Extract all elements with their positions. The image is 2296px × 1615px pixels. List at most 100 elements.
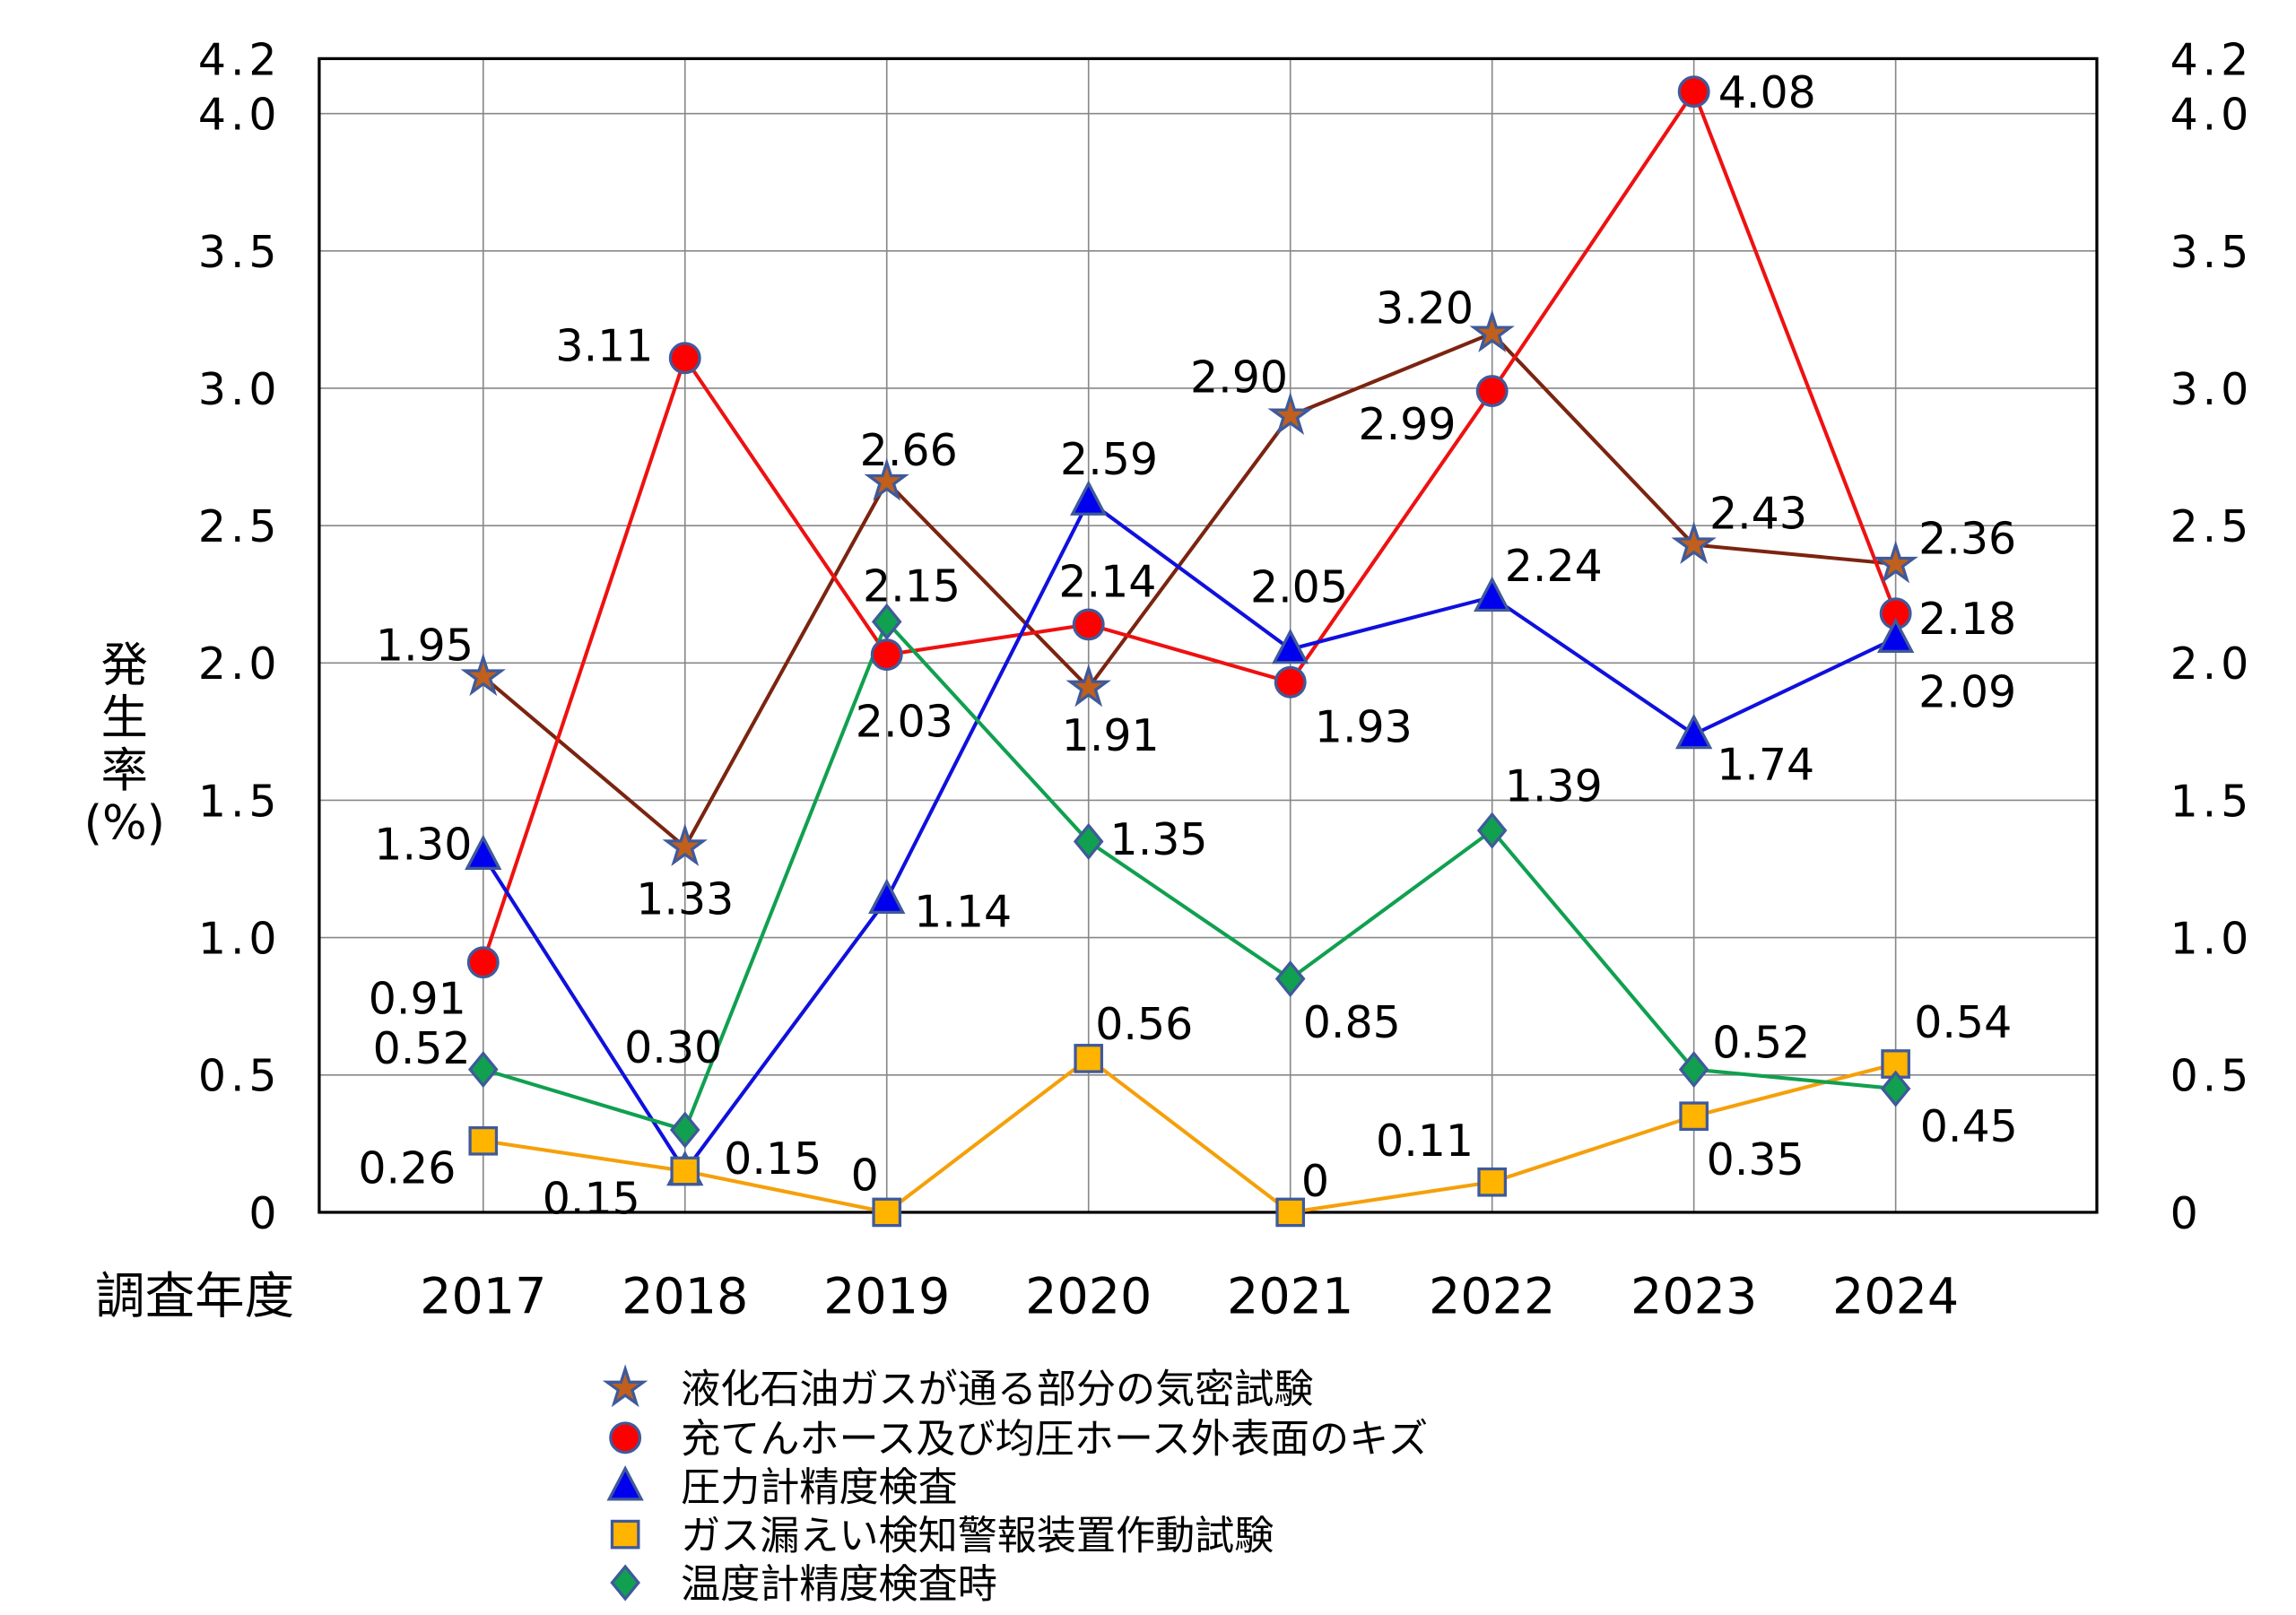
x-tick-label: 2021	[1227, 1268, 1353, 1326]
data-label: 0.30	[624, 1022, 722, 1073]
square-marker	[670, 1156, 700, 1186]
y-axis-label-char: 率	[101, 744, 148, 798]
data-label: 0	[1301, 1156, 1329, 1207]
data-label: 1.14	[914, 887, 1012, 938]
data-label: 1.33	[636, 874, 734, 925]
legend-entry-label: 温度計精度検査時	[681, 1561, 997, 1607]
legend-entry-label: 充てんホース及び均圧ホース外表面のキズ	[681, 1417, 1428, 1463]
data-label: 0.54	[1914, 997, 2012, 1048]
x-tick-label: 2022	[1429, 1268, 1555, 1326]
plot-area-border	[317, 56, 2099, 1214]
data-label: 0.11	[1376, 1116, 1474, 1167]
data-label: 0.15	[724, 1133, 822, 1185]
series-lines	[481, 87, 1898, 1215]
data-label: 2.14	[1058, 556, 1156, 607]
legend-square-icon	[610, 1519, 640, 1550]
data-label: 0.52	[1712, 1018, 1810, 1069]
data-label: 0.35	[1707, 1134, 1805, 1185]
data-label: 2.24	[1505, 541, 1603, 592]
square-marker	[1477, 1167, 1507, 1197]
data-label: 2.99	[1358, 399, 1456, 450]
y-tick-label-left: 3.0	[198, 364, 282, 415]
circle-marker	[668, 342, 701, 375]
y-axis-ticks: 0 0 0.5 0.5 1.0 1.0 1.5 1.5 2.0 2.0 2.5 2.5 3.0 3.0 3.…	[198, 34, 2254, 1239]
data-label: 1.39	[1505, 760, 1603, 812]
square-marker	[1074, 1044, 1104, 1073]
star-marker	[1065, 664, 1111, 708]
y-tick-label-right: 2.0	[2170, 638, 2254, 690]
data-label: 0	[851, 1150, 879, 1201]
circle-marker	[870, 638, 903, 672]
series-line-2	[482, 498, 1897, 1175]
data-label: 1.95	[376, 621, 474, 672]
x-axis-label: 調査年度	[95, 1268, 294, 1326]
diamond-marker	[871, 603, 902, 640]
y-tick-label-left: 0	[248, 1188, 281, 1239]
star-marker	[662, 823, 708, 866]
star-marker	[460, 652, 506, 697]
y-tick-label-left: 0.5	[198, 1051, 282, 1102]
x-tick-label: 2020	[1025, 1268, 1152, 1326]
y-axis-label-char: 発	[101, 638, 148, 692]
data-label: 0.45	[1920, 1101, 2018, 1152]
data-label: 1.93	[1315, 702, 1413, 753]
diamond-marker	[1880, 1070, 1911, 1107]
y-axis-label-char: (%)	[84, 797, 165, 851]
data-label: 2.66	[860, 425, 958, 476]
diamond-marker	[1476, 812, 1508, 849]
y-tick-label-left: 2.5	[198, 501, 282, 552]
data-label: 2.18	[1918, 594, 2016, 645]
y-tick-label-right: 4.0	[2170, 90, 2254, 141]
circle-marker	[1072, 608, 1105, 641]
data-label: 2.09	[1918, 666, 2016, 717]
data-label: 1.35	[1110, 814, 1208, 865]
legend: 液化石油ガスが通る部分の気密試験充てんホース及び均圧ホース外表面のキズ圧力計精度…	[602, 1364, 1428, 1607]
y-tick-label-right: 0.5	[2170, 1051, 2254, 1102]
data-label: 2.15	[863, 560, 961, 612]
y-axis-label-char: 生	[101, 691, 148, 745]
data-label: 0.56	[1095, 999, 1193, 1050]
series-markers	[460, 75, 1918, 1228]
x-axis-ticks: 2017 2018 2019 2020 2021 2022 2023 2024	[420, 1268, 1959, 1326]
legend-entry-label: 液化石油ガスが通る部分の気密試験	[681, 1367, 1313, 1412]
x-tick-label: 2019	[823, 1268, 950, 1326]
series-line-0	[482, 331, 1896, 850]
triangle-marker	[1474, 576, 1511, 612]
x-tick-label: 2017	[420, 1268, 546, 1326]
data-label: 1.91	[1062, 710, 1160, 761]
star-marker	[1267, 392, 1313, 435]
data-label: 2.36	[1918, 514, 2016, 565]
x-tick-label: 2023	[1631, 1268, 1757, 1326]
legend-circle-icon	[609, 1421, 642, 1454]
diamond-marker	[1274, 960, 1306, 998]
y-tick-label-left: 3.5	[198, 227, 282, 278]
data-label: 2.59	[1060, 434, 1158, 485]
data-label: 0.52	[373, 1023, 471, 1074]
gridlines	[318, 58, 2097, 1212]
y-tick-label-left: 4.2	[198, 34, 282, 85]
y-tick-label-right: 3.5	[2170, 227, 2254, 278]
y-tick-label-left: 1.5	[198, 776, 282, 827]
square-marker	[1275, 1197, 1306, 1228]
triangle-marker	[868, 878, 906, 915]
diamond-marker	[669, 1111, 700, 1149]
legend-triangle-icon	[606, 1465, 644, 1501]
data-label: 4.08	[1718, 67, 1816, 118]
y-tick-label-right: 0	[2170, 1188, 2203, 1239]
legend-entry-label: 圧力計精度検査	[681, 1465, 958, 1511]
data-label: 2.03	[856, 697, 953, 748]
star-marker	[1469, 309, 1515, 353]
triangle-marker	[1070, 480, 1108, 516]
triangle-marker	[1272, 628, 1309, 664]
y-tick-label-right: 3.0	[2170, 364, 2254, 415]
y-tick-label-left: 1.0	[198, 914, 282, 965]
diamond-marker	[1678, 1051, 1709, 1089]
y-tick-label-right: 1.0	[2170, 914, 2254, 965]
star-marker	[1873, 540, 1918, 584]
data-label: 3.20	[1376, 282, 1474, 334]
data-label: 0.85	[1303, 997, 1401, 1048]
circle-marker	[1677, 75, 1710, 109]
y-tick-label-right: 1.5	[2170, 776, 2254, 827]
diamond-marker	[467, 1051, 499, 1089]
